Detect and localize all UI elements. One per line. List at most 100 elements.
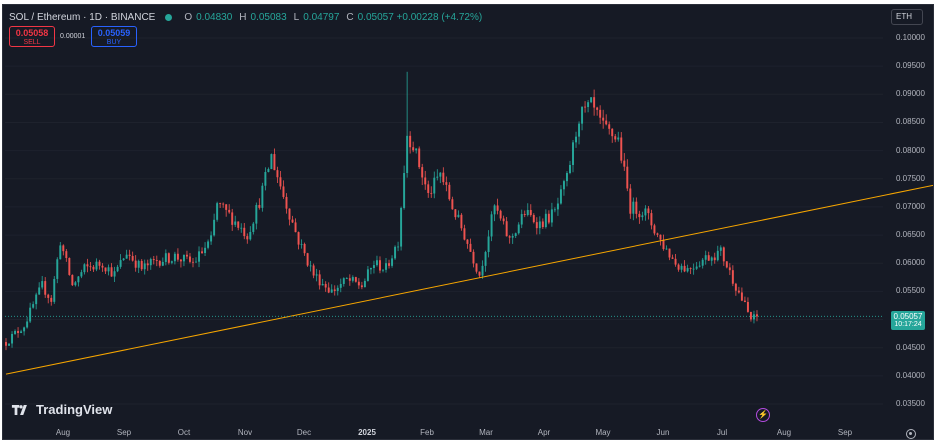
candle-body [107,267,110,272]
candle-body [466,239,469,244]
candle-body [110,267,113,277]
sell-label: SELL [23,39,41,46]
buy-price: 0.05059 [97,28,131,38]
candle-body [433,177,436,194]
candle-body [704,255,707,260]
candle-body [544,213,547,228]
candle-body [553,209,556,211]
candle-body [14,330,17,334]
candle-body [412,147,415,151]
candle-body [590,97,593,103]
candle-body [626,166,629,189]
candle-body [740,292,743,301]
candle-body [385,263,387,270]
time-tick-label: 2025 [358,428,376,437]
candle-body [20,331,23,334]
candle-body [167,253,170,263]
sell-price: 0.05058 [15,28,49,38]
candle-body [454,209,457,218]
candle-body [330,289,333,293]
candle-body [653,225,656,234]
candle-body [382,269,384,271]
candle-body [529,209,532,216]
candle-body [26,321,29,328]
candle-body [532,215,535,223]
candle-body [173,253,176,262]
price-tick-label: 0.08500 [896,117,925,127]
candle-body [650,213,653,226]
currency-selector[interactable]: ETH [891,9,923,25]
candle-body [161,261,164,266]
buy-button[interactable]: 0.05059 BUY [91,26,137,47]
candle-body [391,258,394,266]
candle-body [342,278,345,284]
chart-frame[interactable]: SOL / Ethereum · 1D · BINANCE O 0.04830 H… [2,4,934,440]
candle-body [357,281,360,286]
candle-body [65,251,68,258]
candle-body [731,270,734,284]
candle-body [303,243,306,254]
time-tick-label: Aug [776,428,792,437]
candle-body [400,207,403,247]
candle-body [170,261,173,263]
candle-body [47,294,50,298]
candle-body [29,307,32,322]
candle-body [523,214,526,215]
price-tick-label: 0.07500 [896,173,925,183]
candle-body [686,268,689,272]
time-tick-label: Oct [177,428,191,437]
candle-body [348,278,351,281]
candle-body [101,265,104,268]
candle-body [312,265,315,276]
candle-body [496,205,499,211]
candle-body [656,233,659,235]
candle-body [587,102,590,108]
candle-body [629,188,632,214]
market-status-icon [165,13,173,21]
time-tick-label: Jun [656,428,670,437]
last-price-label: 0.05057 10:17:24 [891,311,925,330]
symbol-title[interactable]: SOL / Ethereum · 1D · BINANCE [9,11,156,23]
candle-body [98,261,101,266]
candle-body [632,201,635,214]
candle-body [146,263,149,266]
candle-body [743,300,746,302]
price-tick-label: 0.06000 [896,258,925,268]
candle-body [538,221,541,229]
sell-button[interactable]: 0.05058 SELL [9,26,55,47]
candle-body [463,228,466,240]
lightning-icon[interactable]: ⚡ [756,408,770,422]
ohlc-low-key: L [293,11,300,23]
candle-body [179,259,182,262]
candle-body [95,261,98,270]
candle-body [490,214,493,237]
candle-body [517,224,520,234]
candle-body [234,221,237,225]
time-tick-label: Nov [237,428,253,437]
candle-body [119,260,122,267]
candle-body [569,164,571,174]
candle-body [282,186,285,197]
candle-body [366,269,369,281]
candle-body [710,257,713,261]
candle-body [475,263,478,272]
candle-body [273,154,276,171]
candle-body [339,283,342,288]
candle-body [140,260,143,270]
candle-body [213,219,216,236]
price-chart[interactable] [3,5,934,440]
tradingview-logo[interactable]: TradingView [11,402,112,417]
candle-body [216,203,219,220]
candle-body [719,247,722,251]
candle-body [671,257,674,259]
candle-body [363,280,366,288]
candle-body [638,213,641,218]
trendline[interactable] [5,173,934,375]
candle-body [372,265,375,268]
candle-body [698,265,701,267]
candle-body [460,214,463,229]
candle-body [71,274,74,286]
candle-body [104,267,107,272]
time-tick-label: Dec [296,428,312,437]
gear-icon[interactable] [906,429,916,439]
